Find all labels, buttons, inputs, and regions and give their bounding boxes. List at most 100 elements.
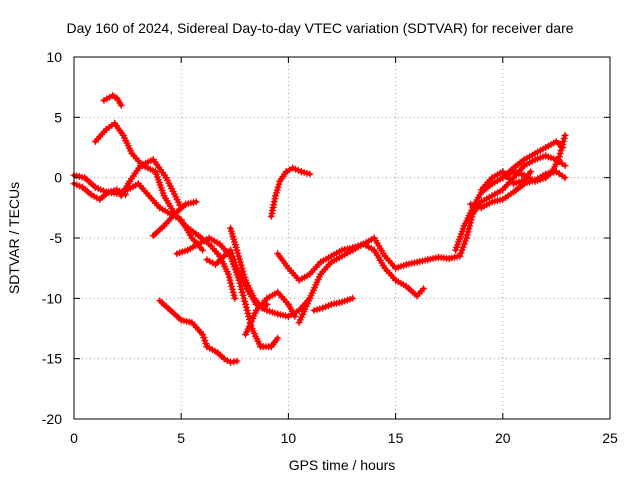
data-point xyxy=(240,294,248,302)
series-arc-5 xyxy=(117,156,185,212)
data-point xyxy=(238,264,246,272)
data-point xyxy=(267,212,275,220)
x-tick-label: 15 xyxy=(388,430,404,446)
data-point xyxy=(228,285,236,293)
data-point xyxy=(224,270,232,278)
data-point xyxy=(291,312,299,320)
y-tick-label: -20 xyxy=(42,411,62,427)
series-markers xyxy=(477,168,535,194)
series-arc-12 xyxy=(267,164,314,220)
data-point xyxy=(239,267,247,275)
y-tick-label: -15 xyxy=(42,351,62,367)
data-point xyxy=(199,331,207,338)
data-point xyxy=(227,279,235,287)
data-point xyxy=(457,249,465,257)
data-point xyxy=(200,334,208,341)
data-point xyxy=(456,252,464,260)
data-point xyxy=(228,249,236,257)
series-markers xyxy=(100,92,125,109)
data-point xyxy=(230,291,238,299)
x-tick-label: 10 xyxy=(281,430,297,446)
chart-title: Day 160 of 2024, Sidereal Day-to-day VTE… xyxy=(66,20,573,36)
data-point xyxy=(235,252,243,260)
series-arc-16 xyxy=(424,152,569,264)
data-point xyxy=(239,291,247,299)
series-markers xyxy=(424,152,569,264)
y-tick-label: 0 xyxy=(54,170,62,186)
x-tick-label: 0 xyxy=(70,430,78,446)
x-axis: 0 5 10 15 20 25 xyxy=(70,57,618,446)
data-point xyxy=(559,138,567,145)
data-point xyxy=(561,131,569,139)
data-point xyxy=(458,246,466,254)
data-point xyxy=(243,306,251,314)
data-point xyxy=(242,303,250,311)
data-point xyxy=(244,309,252,317)
data-point xyxy=(557,147,565,154)
data-point xyxy=(349,294,357,302)
data-point xyxy=(192,198,200,206)
data-point xyxy=(263,300,271,308)
series-arc-1 xyxy=(100,92,125,109)
x-tick-label: 5 xyxy=(177,430,185,446)
data-point xyxy=(237,261,245,269)
y-tick-label: -5 xyxy=(50,230,63,246)
data-point xyxy=(559,141,567,148)
data-point xyxy=(226,276,234,284)
data-point xyxy=(274,334,282,342)
data-point xyxy=(462,234,470,242)
data-point xyxy=(236,258,244,266)
series-markers xyxy=(295,234,432,326)
data-point xyxy=(420,285,427,293)
series-arc-6 xyxy=(149,198,200,240)
series-markers xyxy=(117,156,185,212)
data-point xyxy=(306,170,314,178)
data-point xyxy=(233,357,241,365)
data-point xyxy=(234,249,242,257)
data-point xyxy=(229,288,237,296)
data-point xyxy=(229,252,237,260)
data-point xyxy=(236,255,243,263)
series-markers xyxy=(70,171,207,254)
data-point xyxy=(464,228,472,236)
series-markers xyxy=(173,234,282,351)
series-arc-4 xyxy=(70,180,129,203)
series-markers xyxy=(310,294,357,314)
y-tick-label: -10 xyxy=(42,290,62,306)
grid xyxy=(74,57,610,419)
series-arc-20 xyxy=(499,131,569,185)
data-point xyxy=(199,246,207,254)
data-point xyxy=(201,337,209,345)
x-tick-label: 25 xyxy=(602,430,618,446)
data-point xyxy=(231,294,239,302)
data-point xyxy=(556,150,564,157)
data-point xyxy=(561,162,569,170)
series-line xyxy=(425,153,567,262)
series-arc-15 xyxy=(310,294,357,314)
data-point xyxy=(555,156,562,164)
data-point xyxy=(240,270,248,278)
data-point xyxy=(555,153,563,161)
data-point xyxy=(558,144,566,151)
y-axis: 10 5 0 -5 -10 -15 -20 xyxy=(42,49,610,427)
data-point xyxy=(233,246,241,254)
data-point xyxy=(227,246,234,254)
series-arc-19 xyxy=(477,168,535,194)
data-point xyxy=(117,101,125,109)
x-tick-label: 20 xyxy=(495,430,511,446)
data-point xyxy=(238,288,246,296)
data-point xyxy=(527,168,535,176)
data-point xyxy=(460,240,468,248)
series-markers xyxy=(267,164,314,220)
series-arc-14 xyxy=(295,234,432,326)
data-point xyxy=(242,300,249,308)
data-point xyxy=(560,134,568,142)
series-markers xyxy=(149,198,200,240)
data-point xyxy=(241,297,249,305)
data-point xyxy=(228,282,236,290)
data-point xyxy=(225,273,233,281)
y-axis-label: SDTVAR / TECUs xyxy=(6,182,22,294)
series-arc-10 xyxy=(156,297,241,366)
series-markers xyxy=(156,297,241,366)
